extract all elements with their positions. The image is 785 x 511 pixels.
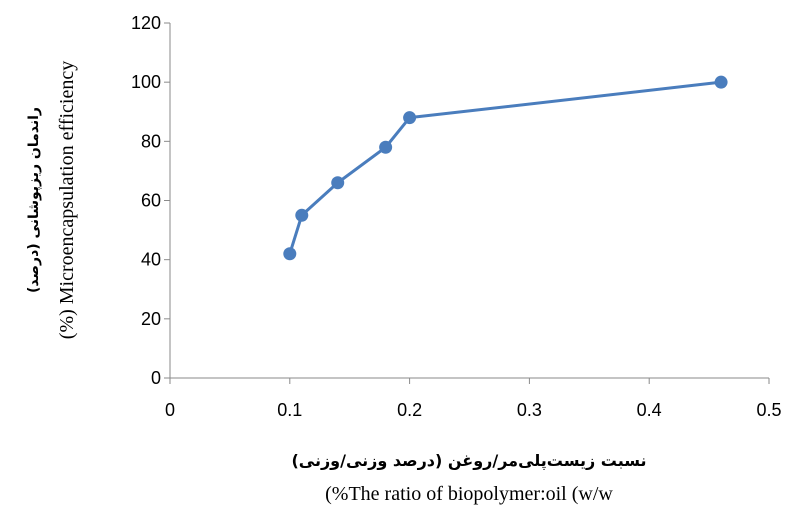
data-point	[295, 208, 309, 222]
data-point	[403, 111, 417, 125]
x-tick-label: 0.4	[637, 400, 662, 420]
data-point	[331, 176, 345, 190]
y-tick-label: 120	[131, 13, 161, 33]
y-axis-ticks: 0 20 40 60 80 100 120	[131, 13, 170, 388]
x-tick-label: 0.3	[517, 400, 542, 420]
x-axis-ticks: 0 0.1 0.2 0.3 0.4 0.5	[165, 378, 782, 420]
y-axis-label-persian: راندمان ریزپوشانی (درصد)	[26, 107, 42, 293]
y-tick-label: 40	[141, 250, 161, 270]
data-point	[379, 140, 393, 154]
x-tick-label: 0	[165, 400, 175, 420]
x-axis-label-persian: نسبت زیست‌پلی‌مر/روغن (درصد وزنی/وزنی)	[291, 451, 646, 471]
x-tick-label: 0.5	[756, 400, 781, 420]
y-tick-label: 80	[141, 131, 161, 151]
y-axis-label-english: (%) Microencapsulation efficiency	[56, 61, 78, 339]
x-tick-label: 0.2	[397, 400, 422, 420]
series-line	[288, 80, 722, 255]
y-tick-label: 100	[131, 72, 161, 92]
x-axis-label-english: (%The ratio of biopolymer:oil (w/w	[325, 483, 613, 505]
series-group	[283, 75, 728, 261]
data-point	[714, 75, 728, 89]
y-tick-label: 20	[141, 309, 161, 329]
y-tick-label: 0	[151, 368, 161, 388]
axes	[169, 23, 769, 379]
y-tick-label: 60	[141, 191, 161, 211]
data-point	[283, 247, 297, 261]
x-tick-label: 0.1	[277, 400, 302, 420]
